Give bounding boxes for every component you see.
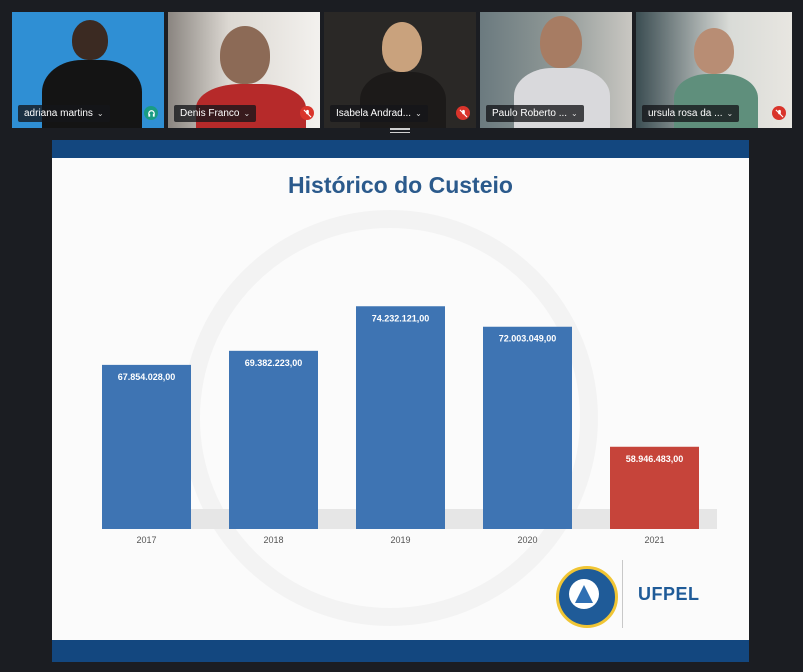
participant-name: Isabela Andrad... [336, 108, 412, 119]
data-label-2017: 67.854.028,00 [118, 372, 176, 382]
participant-video [540, 16, 582, 68]
data-label-2018: 69.382.223,00 [245, 358, 303, 368]
participant-video [220, 26, 270, 84]
mic-muted-icon [300, 106, 314, 120]
participant-tile-adriana[interactable]: adriana martins ⌄ [12, 12, 164, 128]
bar-2020 [483, 326, 572, 529]
handle-line [390, 131, 410, 133]
bar-2019 [356, 306, 445, 529]
bar-2021 [610, 446, 699, 529]
tick-label-2018: 2018 [263, 535, 283, 545]
participant-name-tag[interactable]: ursula rosa da ... ⌄ [642, 105, 740, 122]
data-label-2021: 58.946.483,00 [626, 454, 684, 464]
participant-name: Denis Franco [180, 108, 240, 119]
chevron-down-icon: ⌄ [726, 109, 734, 118]
data-label-2019: 74.232.121,00 [372, 313, 430, 323]
bar-2017 [102, 364, 191, 529]
tick-label-2017: 2017 [136, 535, 156, 545]
participant-name-tag[interactable]: Isabela Andrad... ⌄ [330, 105, 428, 122]
ufpel-logo: UFPEL [552, 560, 722, 630]
participant-name: ursula rosa da ... [648, 108, 723, 119]
participant-video [694, 28, 734, 74]
slide-header-bar [52, 140, 749, 158]
participant-tile-isabela[interactable]: Isabela Andrad... ⌄ [324, 12, 476, 128]
tick-label-2021: 2021 [644, 535, 664, 545]
mic-muted-icon [772, 106, 786, 120]
chevron-down-icon: ⌄ [415, 109, 422, 118]
participant-video [72, 20, 108, 60]
bar-chart: 67.854.028,00 2017 69.382.223,00 2018 74.232… [102, 306, 717, 545]
logo-text: UFPEL [638, 584, 700, 604]
data-label-2020: 72.003.049,00 [499, 334, 557, 344]
logo-divider [622, 560, 623, 628]
participant-name: adriana martins [24, 108, 93, 119]
resize-handle[interactable] [390, 128, 410, 136]
participant-tile-denis[interactable]: Denis Franco ⌄ [168, 12, 320, 128]
slide-title: Histórico do Custeio [288, 172, 513, 198]
participant-name-tag[interactable]: Denis Franco ⌄ [174, 105, 257, 122]
mic-muted-icon [456, 106, 470, 120]
slide-footer-bar [52, 640, 749, 662]
bar-2018 [229, 350, 318, 529]
chevron-down-icon: ⌄ [571, 109, 578, 118]
chevron-down-icon: ⌄ [96, 109, 104, 118]
shared-screen-slide: Histórico do Custeio 67.854.028,00 2017 69… [52, 140, 749, 662]
participant-tile-paulo[interactable]: Paulo Roberto ... ⌄ [480, 12, 632, 128]
university-seal-icon [556, 566, 618, 628]
participant-tile-ursula[interactable]: ursula rosa da ... ⌄ [636, 12, 792, 128]
participant-name: Paulo Roberto ... [492, 108, 568, 119]
headphones-icon [144, 106, 158, 120]
tick-label-2019: 2019 [390, 535, 410, 545]
participant-name-tag[interactable]: Paulo Roberto ... ⌄ [486, 105, 584, 122]
participant-video [382, 22, 422, 72]
tick-label-2020: 2020 [517, 535, 537, 545]
participant-name-tag[interactable]: adriana martins ⌄ [18, 105, 110, 122]
chevron-down-icon: ⌄ [243, 109, 251, 118]
handle-line [390, 128, 410, 130]
participant-strip: adriana martins ⌄ Denis Franco ⌄ Isabela A… [0, 0, 803, 132]
